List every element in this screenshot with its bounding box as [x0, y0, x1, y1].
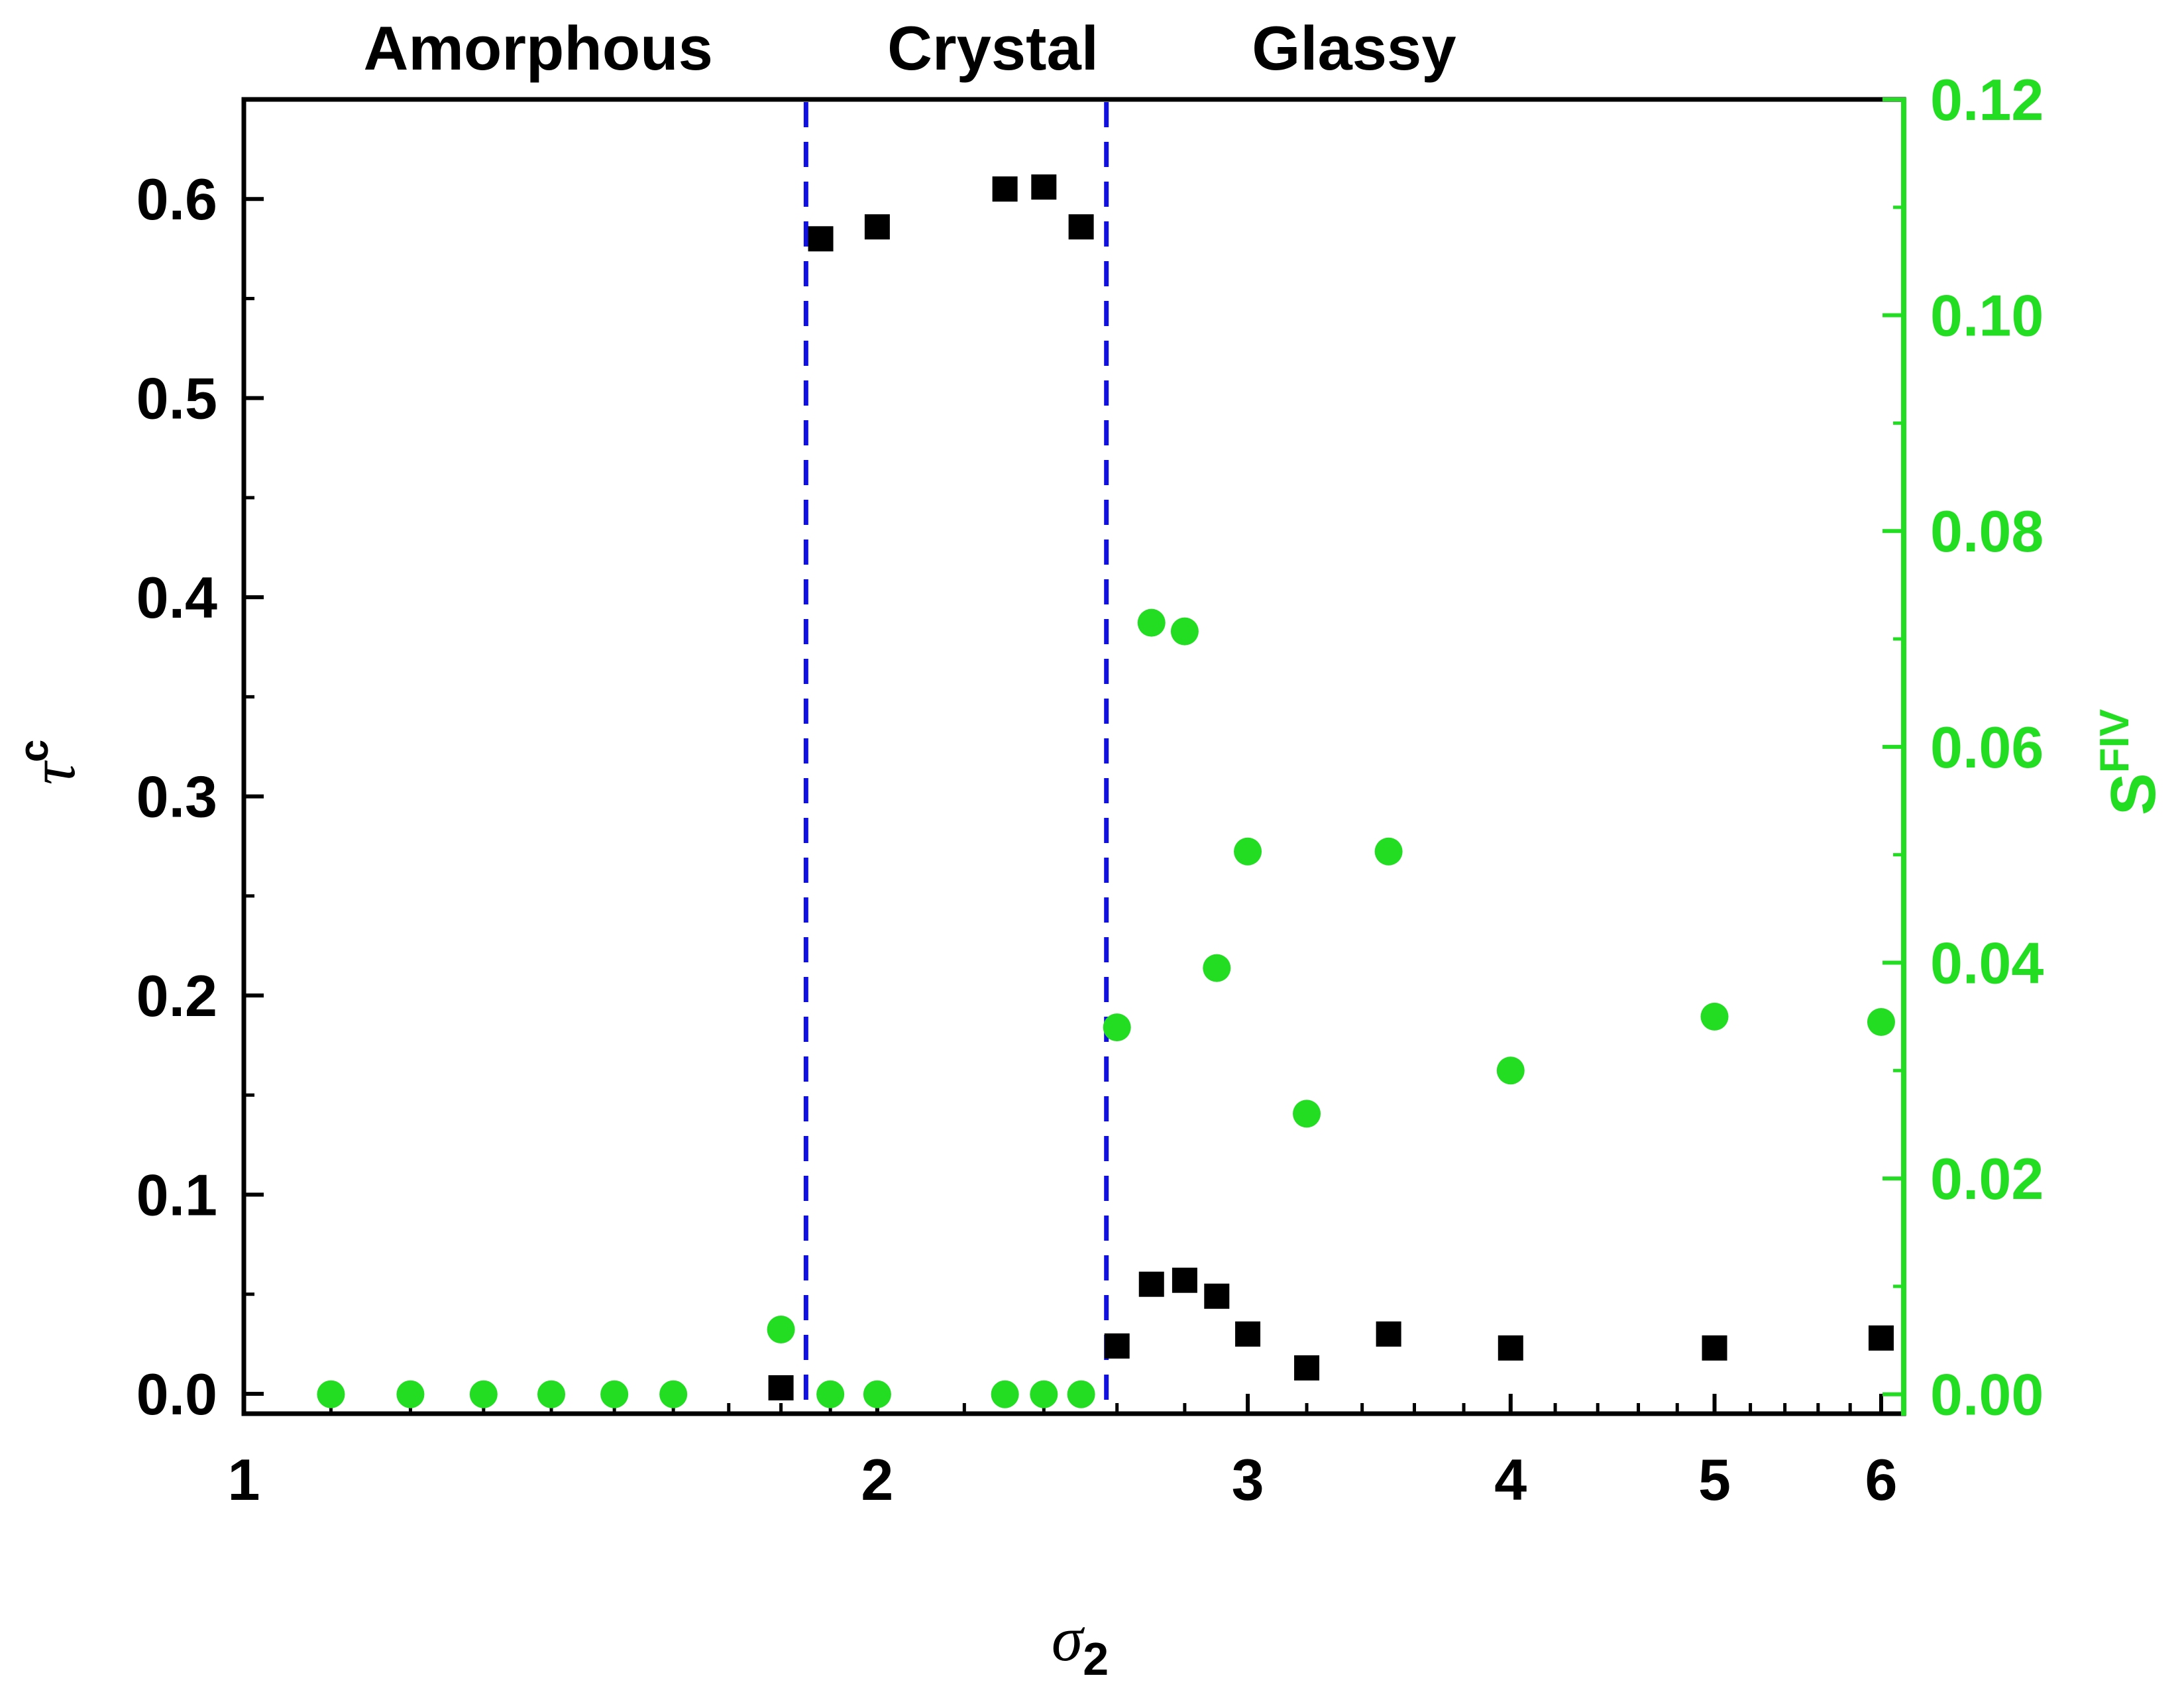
tau-c-point	[1138, 1271, 1164, 1297]
series-2	[317, 608, 1895, 1408]
y-left-tick-label: 0.3	[136, 764, 217, 830]
x-axis-title-symbol: σ	[1052, 1603, 1085, 1674]
region-label-glassy: Glassy	[1252, 13, 1456, 83]
tau-c-point	[1376, 1321, 1401, 1347]
region-label-crystal: Crystal	[887, 13, 1099, 83]
y-left-axis-title: τc	[11, 740, 88, 785]
tau-c-point	[1702, 1335, 1727, 1361]
y-right-axis-title: SFIV	[2092, 709, 2169, 815]
y-right-tick-label: 0.04	[1930, 930, 2044, 995]
sfiv-point	[1374, 837, 1403, 866]
tau-c-point	[1068, 214, 1094, 240]
tau-c-point	[1235, 1321, 1261, 1347]
y-right-tick-label: 0.00	[1930, 1362, 2044, 1428]
y-left-tick-label: 0.4	[136, 565, 217, 630]
y-right-axis-title-superscript: FIV	[2092, 709, 2138, 773]
region-boundaries	[803, 102, 1109, 1411]
sfiv-point	[1867, 1008, 1895, 1037]
sfiv-point	[1170, 617, 1199, 646]
y-right-tick-label: 0.06	[1930, 714, 2044, 780]
x-axis: 1 2 3 4 5 6	[228, 1394, 1897, 1512]
tau-c-point	[1031, 174, 1057, 200]
tau-c-point	[864, 214, 890, 240]
y-left-tick-label: 0.2	[136, 963, 217, 1029]
sfiv-point	[1030, 1380, 1058, 1408]
x-axis-title: σ2	[1052, 1603, 1109, 1685]
y-left-tick-label: 0.6	[136, 166, 217, 232]
tau-c-point	[1104, 1333, 1130, 1359]
sfiv-point	[1137, 608, 1166, 637]
tau-c-point	[992, 176, 1018, 202]
sfiv-point	[1496, 1056, 1525, 1085]
sfiv-point	[659, 1380, 688, 1408]
y-left-axis-title-superscript: c	[11, 740, 57, 762]
region-label-amorphous: Amorphous	[363, 13, 712, 83]
series-1	[768, 174, 1894, 1400]
series-layer	[317, 174, 1895, 1408]
y-left-tick-label: 0.5	[136, 366, 217, 431]
y-right-tick-label: 0.10	[1930, 283, 2044, 349]
sfiv-point	[1700, 1002, 1729, 1031]
x-axis-title-subscript: 2	[1083, 1633, 1109, 1685]
x-tick-label: 6	[1865, 1447, 1897, 1512]
sfiv-point	[317, 1380, 345, 1408]
tau-c-point	[1204, 1283, 1230, 1309]
y-right-tick-label: 0.02	[1930, 1146, 2044, 1212]
y-left-tick-label: 0.0	[136, 1361, 217, 1427]
sfiv-point	[1103, 1013, 1131, 1042]
x-tick-label: 4	[1494, 1447, 1527, 1512]
y-right-axis: 0.00 0.02 0.04 0.06 0.08 0.10 0.12	[1883, 67, 2044, 1428]
sfiv-point	[991, 1380, 1019, 1408]
x-tick-label: 2	[861, 1447, 893, 1512]
y-right-axis-title-base: S	[2098, 773, 2169, 815]
tau-c-point	[808, 226, 834, 252]
sfiv-point	[816, 1380, 845, 1408]
sfiv-point	[469, 1380, 498, 1408]
tau-c-point	[1498, 1335, 1523, 1361]
sfiv-point	[537, 1380, 566, 1408]
tau-c-point	[768, 1375, 794, 1400]
sfiv-point	[767, 1316, 795, 1344]
tau-c-point	[1294, 1355, 1320, 1381]
tau-c-point	[1868, 1325, 1894, 1351]
region-labels: Amorphous Crystal Glassy	[363, 13, 1456, 83]
y-left-tick-label: 0.1	[136, 1162, 217, 1228]
sfiv-point	[863, 1380, 891, 1408]
sfiv-point	[1203, 954, 1231, 982]
x-tick-label: 5	[1698, 1447, 1731, 1512]
y-right-tick-label: 0.08	[1930, 498, 2044, 564]
y-right-tick-label: 0.12	[1930, 67, 2044, 133]
x-tick-label: 1	[228, 1447, 260, 1512]
tau-c-point	[1172, 1267, 1197, 1293]
sfiv-point	[396, 1380, 425, 1408]
sfiv-point	[1234, 837, 1262, 866]
sfiv-point	[1293, 1100, 1321, 1128]
x-tick-label: 3	[1232, 1447, 1264, 1512]
sfiv-point	[600, 1380, 629, 1408]
y-left-axis-title-symbol: τ	[17, 760, 88, 785]
sfiv-point	[1067, 1380, 1095, 1408]
y-left-axis: 0.0 0.1 0.2 0.3 0.4 0.5 0.6	[136, 166, 264, 1427]
